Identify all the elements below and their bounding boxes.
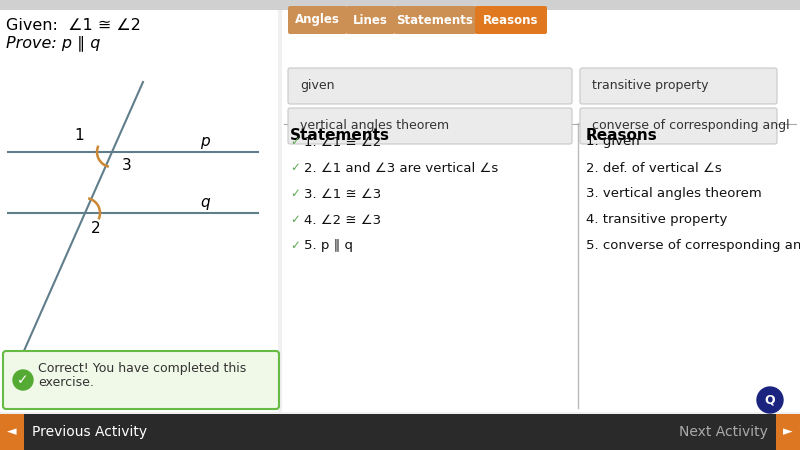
Text: 2: 2 xyxy=(91,221,101,236)
Circle shape xyxy=(13,370,33,390)
Text: ✓: ✓ xyxy=(290,239,300,252)
Text: 3. vertical angles theorem: 3. vertical angles theorem xyxy=(586,188,762,201)
Text: exercise.: exercise. xyxy=(38,376,94,389)
FancyBboxPatch shape xyxy=(288,68,572,104)
Text: 1. given: 1. given xyxy=(586,135,640,148)
Text: ✓: ✓ xyxy=(290,162,300,175)
Text: 5. p ∥ q: 5. p ∥ q xyxy=(304,239,353,252)
Text: 1: 1 xyxy=(74,128,84,143)
Text: p: p xyxy=(200,134,210,149)
Text: Prove: p ∥ q: Prove: p ∥ q xyxy=(6,35,100,51)
Text: 2. ∠1 and ∠3 are vertical ∠s: 2. ∠1 and ∠3 are vertical ∠s xyxy=(304,162,498,175)
Text: q: q xyxy=(200,195,210,210)
Text: Lines: Lines xyxy=(353,14,388,27)
Text: 2. def. of vertical ∠s: 2. def. of vertical ∠s xyxy=(586,162,722,175)
Bar xyxy=(0,414,800,450)
Text: Previous Activity: Previous Activity xyxy=(32,425,147,439)
Text: 1. ∠1 ≅ ∠2: 1. ∠1 ≅ ∠2 xyxy=(304,135,382,148)
Text: 3. ∠1 ≅ ∠3: 3. ∠1 ≅ ∠3 xyxy=(304,188,382,201)
Text: Given:  ∠1 ≅ ∠2: Given: ∠1 ≅ ∠2 xyxy=(6,18,141,33)
Text: ✓: ✓ xyxy=(290,188,300,201)
Text: Next Activity: Next Activity xyxy=(679,425,768,439)
Text: converse of corresponding angl: converse of corresponding angl xyxy=(592,120,790,132)
Text: Q: Q xyxy=(765,393,775,406)
Text: vertical angles theorem: vertical angles theorem xyxy=(300,120,449,132)
Bar xyxy=(0,414,24,450)
Text: Statements: Statements xyxy=(290,128,390,143)
Circle shape xyxy=(757,387,783,413)
FancyBboxPatch shape xyxy=(394,6,476,34)
Text: given: given xyxy=(300,80,334,93)
Bar xyxy=(0,10,278,412)
Text: Angles: Angles xyxy=(295,14,340,27)
FancyBboxPatch shape xyxy=(346,6,395,34)
Text: transitive property: transitive property xyxy=(592,80,709,93)
Text: Statements: Statements xyxy=(397,14,474,27)
Text: ✓: ✓ xyxy=(290,135,300,148)
FancyBboxPatch shape xyxy=(580,108,777,144)
Text: 5. converse of corresponding angle: 5. converse of corresponding angle xyxy=(586,239,800,252)
Text: ►: ► xyxy=(783,426,793,438)
FancyBboxPatch shape xyxy=(288,6,347,34)
Text: 3: 3 xyxy=(122,158,132,173)
FancyBboxPatch shape xyxy=(288,108,572,144)
FancyBboxPatch shape xyxy=(475,6,547,34)
FancyBboxPatch shape xyxy=(580,68,777,104)
Bar xyxy=(0,0,800,10)
Text: 4. ∠2 ≅ ∠3: 4. ∠2 ≅ ∠3 xyxy=(304,213,381,226)
Text: Reasons: Reasons xyxy=(586,128,658,143)
Text: Correct! You have completed this: Correct! You have completed this xyxy=(38,362,246,375)
Text: 4. transitive property: 4. transitive property xyxy=(586,213,727,226)
Text: ✓: ✓ xyxy=(17,373,29,387)
Text: ✓: ✓ xyxy=(290,213,300,226)
Text: ◄: ◄ xyxy=(7,426,17,438)
Bar xyxy=(776,414,800,450)
Text: Reasons: Reasons xyxy=(483,14,538,27)
Bar xyxy=(282,10,800,412)
FancyBboxPatch shape xyxy=(3,351,279,409)
